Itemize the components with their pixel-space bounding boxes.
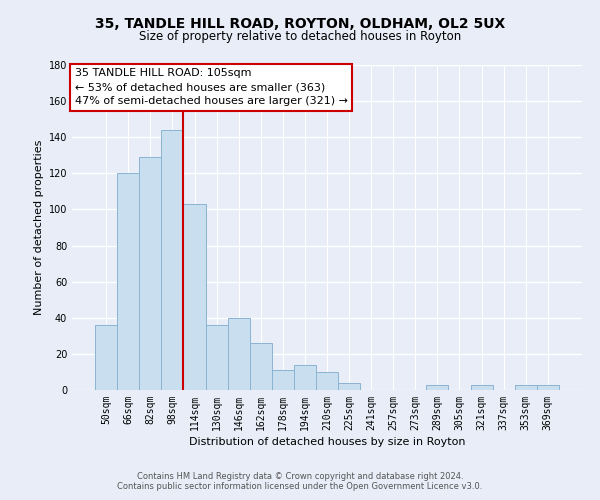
Bar [139, 157, 161, 390]
Bar [338, 383, 360, 390]
Bar [294, 364, 316, 390]
Bar [206, 325, 227, 390]
Bar [161, 130, 184, 390]
Bar [272, 370, 294, 390]
Text: 35 TANDLE HILL ROAD: 105sqm
← 53% of detached houses are smaller (363)
47% of se: 35 TANDLE HILL ROAD: 105sqm ← 53% of det… [74, 68, 347, 106]
Bar [95, 325, 117, 390]
Bar [227, 318, 250, 390]
Bar [470, 384, 493, 390]
Text: Size of property relative to detached houses in Royton: Size of property relative to detached ho… [139, 30, 461, 43]
Bar [250, 343, 272, 390]
Bar [537, 384, 559, 390]
Bar [316, 372, 338, 390]
Y-axis label: Number of detached properties: Number of detached properties [34, 140, 44, 315]
X-axis label: Distribution of detached houses by size in Royton: Distribution of detached houses by size … [189, 437, 465, 447]
Bar [427, 384, 448, 390]
Text: Contains public sector information licensed under the Open Government Licence v3: Contains public sector information licen… [118, 482, 482, 491]
Text: 35, TANDLE HILL ROAD, ROYTON, OLDHAM, OL2 5UX: 35, TANDLE HILL ROAD, ROYTON, OLDHAM, OL… [95, 18, 505, 32]
Bar [117, 174, 139, 390]
Text: Contains HM Land Registry data © Crown copyright and database right 2024.: Contains HM Land Registry data © Crown c… [137, 472, 463, 481]
Bar [184, 204, 206, 390]
Bar [515, 384, 537, 390]
